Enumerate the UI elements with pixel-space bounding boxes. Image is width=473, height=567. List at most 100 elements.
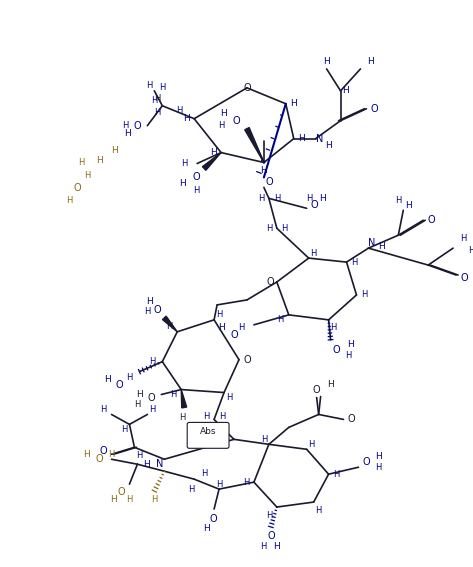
Text: H: H [126, 373, 132, 382]
Text: H: H [179, 179, 185, 188]
Text: N: N [316, 134, 324, 143]
Text: H: H [216, 310, 222, 319]
Text: H: H [219, 109, 227, 119]
Text: O: O [154, 305, 161, 315]
Text: O: O [74, 183, 81, 193]
Text: H: H [345, 351, 352, 360]
Text: H: H [310, 248, 317, 257]
Text: H: H [170, 390, 176, 399]
Text: H: H [149, 405, 156, 414]
Text: H: H [159, 83, 166, 92]
Text: H: H [342, 86, 349, 95]
Text: H: H [124, 129, 131, 138]
Text: H: H [183, 114, 190, 123]
Text: H: H [273, 543, 280, 551]
Text: H: H [319, 194, 326, 203]
Text: O: O [116, 379, 123, 390]
Text: O: O [209, 514, 217, 524]
Text: H: H [154, 94, 160, 103]
Text: O: O [133, 121, 141, 130]
Text: H: H [327, 380, 334, 389]
Text: H: H [111, 146, 118, 155]
Text: H: H [308, 440, 315, 449]
Polygon shape [181, 390, 187, 408]
Text: H: H [83, 450, 90, 459]
Text: O: O [243, 83, 251, 93]
Text: H: H [325, 141, 332, 150]
Text: H: H [347, 340, 354, 349]
FancyBboxPatch shape [187, 422, 229, 448]
Text: O: O [148, 392, 155, 403]
Text: H: H [266, 224, 272, 232]
Text: O: O [311, 200, 318, 210]
Text: H: H [395, 196, 402, 205]
Text: H: H [281, 224, 288, 232]
Text: H: H [216, 480, 222, 489]
Text: H: H [210, 148, 217, 157]
Text: H: H [226, 393, 232, 402]
Text: H: H [298, 134, 305, 143]
Text: O: O [427, 215, 435, 225]
Text: H: H [307, 194, 313, 203]
Text: H: H [151, 96, 158, 105]
Text: H: H [100, 405, 107, 414]
Text: H: H [126, 494, 132, 503]
Text: O: O [460, 273, 468, 283]
Text: H: H [96, 156, 103, 165]
Text: O: O [96, 454, 104, 464]
Text: O: O [243, 355, 251, 365]
Text: H: H [151, 494, 158, 503]
Text: O: O [230, 330, 238, 340]
Text: H: H [123, 121, 129, 130]
Text: H: H [375, 452, 382, 461]
Text: H: H [110, 494, 117, 503]
Text: H: H [67, 196, 73, 205]
Polygon shape [202, 153, 221, 170]
Text: H: H [193, 186, 199, 195]
Text: O: O [266, 277, 274, 287]
Text: H: H [460, 234, 466, 243]
Text: H: H [323, 57, 330, 66]
Text: H: H [181, 159, 187, 168]
Text: H: H [218, 121, 224, 130]
Text: H: H [203, 412, 210, 421]
Text: H: H [378, 242, 385, 251]
Text: H: H [219, 412, 225, 421]
Text: H: H [274, 194, 280, 203]
Text: H: H [361, 290, 368, 299]
Text: H: H [201, 469, 207, 477]
Text: O: O [333, 345, 341, 355]
Text: H: H [468, 246, 473, 255]
Text: H: H [375, 463, 382, 472]
Text: H: H [136, 451, 142, 460]
Text: H: H [261, 435, 267, 444]
Text: H: H [149, 357, 156, 366]
Text: H: H [188, 485, 194, 494]
Text: H: H [238, 323, 244, 332]
Text: O: O [193, 172, 200, 183]
Text: Abs: Abs [200, 427, 216, 436]
Text: H: H [258, 194, 264, 203]
Text: N: N [368, 238, 375, 248]
Text: H: H [331, 323, 337, 332]
Text: H: H [108, 450, 115, 459]
Text: H: H [85, 171, 91, 180]
Text: O: O [313, 384, 321, 395]
Text: H: H [136, 390, 143, 399]
Text: H: H [146, 81, 153, 90]
Text: O: O [348, 414, 355, 425]
Text: H: H [333, 469, 340, 479]
Text: H: H [134, 400, 140, 409]
Text: O: O [232, 116, 240, 126]
Text: O: O [363, 457, 370, 467]
Text: H: H [243, 477, 249, 486]
Text: O: O [267, 531, 275, 541]
Text: O: O [118, 487, 125, 497]
Text: H: H [179, 413, 185, 422]
Text: H: H [104, 375, 111, 384]
Text: H: H [143, 460, 150, 469]
Text: H: H [278, 315, 284, 324]
Text: H: H [405, 201, 412, 210]
Text: H: H [166, 322, 173, 331]
Text: H: H [260, 543, 266, 551]
